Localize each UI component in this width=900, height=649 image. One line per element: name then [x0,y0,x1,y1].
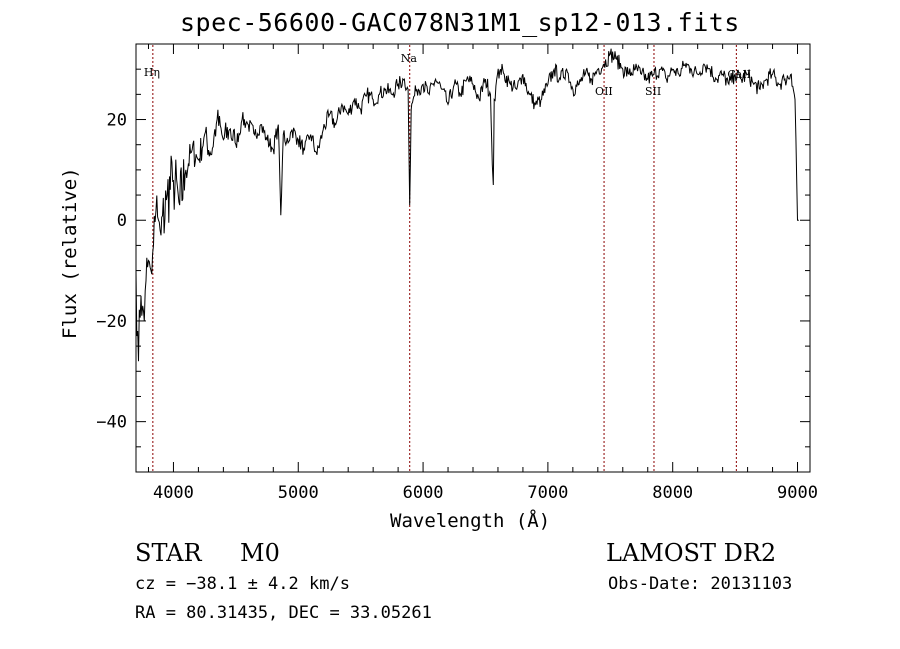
chart-title: spec-56600-GAC078N31M1_sp12-013.fits [180,8,740,37]
y-tick-label: 20 [107,111,127,131]
y-tick-label: −20 [96,312,127,332]
object-class: STAR [135,539,202,567]
object-subclass: M0 [240,539,280,567]
line-marker-label: SII [645,85,661,98]
plot-frame [135,43,811,473]
x-tick-label: 4000 [153,483,194,503]
redshift-info: cz = −38.1 ± 4.2 km/s [135,574,350,594]
line-marker-label: Hη [144,66,160,79]
spectrum-line [135,48,799,362]
y-tick-label: 0 [117,211,127,231]
y-tick-label: −40 [96,413,127,433]
coordinates: RA = 80.31435, DEC = 33.05261 [135,603,432,623]
observation-date: Obs-Date: 20131103 [608,574,793,594]
line-marker-label: OII [595,85,613,98]
x-axis-label: Wavelength (Å) [390,510,551,532]
x-tick-label: 6000 [403,483,444,503]
plot-axes: 4000 5000 6000 7000 8000 9000 −40 −20 0 20 [96,43,818,503]
survey-name: LAMOST DR2 [606,539,777,567]
x-tick-label: 5000 [278,483,319,503]
y-axis-label: Flux (relative) [59,167,81,339]
x-tick-label: 9000 [777,483,818,503]
line-marker-label: Na [401,52,418,65]
x-tick-label: 8000 [652,483,693,503]
spectrum-series [135,48,799,362]
x-tick-label: 7000 [527,483,568,503]
